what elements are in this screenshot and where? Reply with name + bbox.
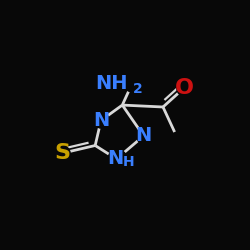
Text: O: O [175,78,194,98]
Text: H: H [122,155,134,169]
Text: NH: NH [96,74,128,94]
Text: 2: 2 [133,82,143,96]
Text: N: N [93,111,109,130]
Text: N: N [108,148,124,168]
Text: S: S [54,143,70,163]
Text: N: N [136,126,152,146]
